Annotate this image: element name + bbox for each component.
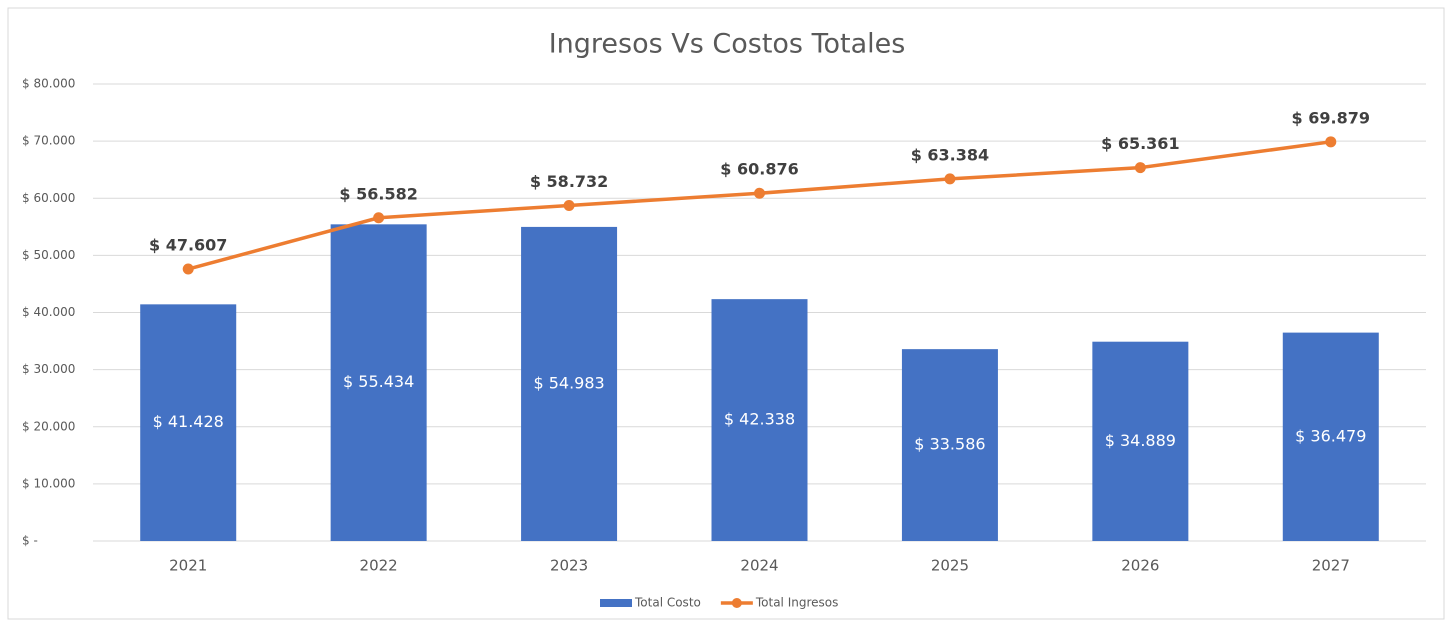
legend-swatch bbox=[600, 599, 632, 607]
bar bbox=[330, 224, 427, 541]
bar bbox=[140, 304, 237, 541]
legend-label: Total Ingresos bbox=[755, 596, 839, 610]
bar-value-label: $ 42.338 bbox=[724, 410, 795, 429]
bar-value-label: $ 33.586 bbox=[914, 435, 985, 454]
line-value-label: $ 63.384 bbox=[911, 145, 989, 164]
bar bbox=[1282, 332, 1379, 541]
line-value-label: $ 60.876 bbox=[720, 160, 798, 179]
x-tick-label: 2025 bbox=[931, 557, 969, 575]
legend-label: Total Costo bbox=[634, 596, 701, 610]
legend-swatch bbox=[731, 598, 742, 608]
line-value-label: $ 56.582 bbox=[339, 184, 417, 203]
bar-value-label: $ 34.889 bbox=[1105, 431, 1176, 450]
line-marker bbox=[944, 173, 956, 185]
x-tick-label: 2022 bbox=[360, 557, 398, 575]
y-tick-label: $ 10.000 bbox=[22, 476, 75, 490]
line-marker bbox=[1134, 162, 1146, 174]
bar-value-label: $ 36.479 bbox=[1295, 426, 1366, 445]
y-tick-label: $ 80.000 bbox=[22, 77, 75, 91]
line-marker bbox=[373, 212, 385, 224]
line-value-label: $ 47.607 bbox=[149, 236, 227, 255]
y-tick-label: $ 40.000 bbox=[22, 305, 75, 319]
y-tick-label: $ 30.000 bbox=[22, 362, 75, 376]
x-tick-label: 2024 bbox=[740, 557, 778, 575]
y-tick-label: $ 70.000 bbox=[22, 134, 75, 148]
line-marker bbox=[1325, 136, 1337, 148]
bar-value-label: $ 41.428 bbox=[153, 412, 224, 431]
bar-value-label: $ 54.983 bbox=[533, 373, 604, 392]
line-marker bbox=[754, 187, 765, 199]
bar-value-label: $ 55.434 bbox=[343, 372, 414, 391]
y-tick-label: $ 20.000 bbox=[22, 419, 75, 433]
bar bbox=[1092, 341, 1189, 541]
x-tick-label: 2027 bbox=[1312, 557, 1350, 575]
bar bbox=[901, 349, 998, 541]
line-value-label: $ 58.732 bbox=[530, 172, 608, 191]
x-tick-label: 2026 bbox=[1121, 557, 1159, 575]
x-tick-label: 2023 bbox=[550, 557, 588, 575]
bar bbox=[711, 299, 808, 541]
line-marker bbox=[182, 263, 194, 275]
chart-title: Ingresos Vs Costos Totales bbox=[549, 29, 906, 60]
line-value-label: $ 65.361 bbox=[1101, 134, 1179, 153]
line-value-label: $ 69.879 bbox=[1292, 108, 1370, 127]
y-tick-label: $ - bbox=[22, 534, 38, 548]
x-tick-label: 2021 bbox=[169, 557, 207, 575]
bar bbox=[521, 226, 618, 541]
y-tick-label: $ 60.000 bbox=[22, 191, 75, 205]
y-tick-label: $ 50.000 bbox=[22, 248, 75, 262]
line-marker bbox=[563, 199, 575, 211]
